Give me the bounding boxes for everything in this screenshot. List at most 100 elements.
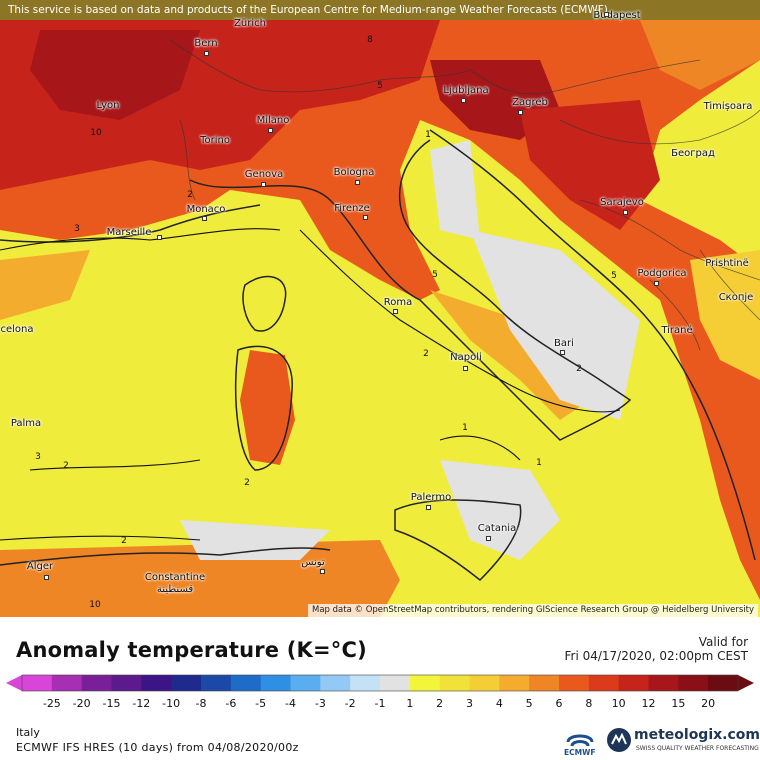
- city-label-tirane: Tiranë: [661, 325, 693, 336]
- color-scale-swatch: [141, 675, 172, 691]
- city-marker: [202, 216, 207, 221]
- valid-for-label: Valid for: [698, 635, 748, 649]
- city-label-firenze: Firenze: [334, 203, 370, 214]
- color-scale-high-arrow: [738, 675, 754, 691]
- neutral-anomaly-adriatic-south: [470, 230, 640, 420]
- contour-label: 5: [432, 270, 438, 280]
- city-marker: [44, 575, 49, 580]
- color-scale-tick-label: 6: [555, 697, 563, 710]
- color-scale-swatch: [260, 675, 291, 691]
- color-scale-swatch: [22, 675, 53, 691]
- city-marker: [157, 235, 162, 240]
- color-scale-swatch: [678, 675, 709, 691]
- color-scale-swatch: [81, 675, 112, 691]
- neutral-anomaly-tyrrhenian: [180, 520, 330, 560]
- warm-anomaly-south-italy: [430, 290, 590, 420]
- meteologix-brand[interactable]: meteologix.com: [634, 727, 760, 743]
- color-scale-tick-label: -25: [42, 697, 61, 710]
- city-marker: [204, 51, 209, 56]
- city-marker: [463, 366, 468, 371]
- anomaly-map: This service is based on data and produc…: [0, 0, 760, 617]
- city-marker: [486, 536, 491, 541]
- color-scale-bar: [6, 674, 754, 692]
- coastline-balkans: [429, 129, 756, 561]
- city-label-budapest: Budapest: [593, 10, 641, 21]
- color-scale-tick-label: 1: [406, 697, 414, 710]
- color-scale-swatch: [559, 675, 590, 691]
- warm-anomaly-spain: [0, 250, 90, 320]
- color-scale-tick-label: 15: [671, 697, 686, 710]
- contour-label: 10: [90, 128, 102, 138]
- color-scale-tick-label: 8: [585, 697, 593, 710]
- city-marker: [604, 12, 609, 17]
- city-label-beograd: Београд: [671, 148, 715, 159]
- contour-label: 5: [377, 81, 383, 91]
- banner-text: This service is based on data and produc…: [8, 4, 608, 16]
- meteologix-tagline: SWISS QUALITY WEATHER FORECASTING: [636, 745, 759, 752]
- color-scale-tick-label: -3: [314, 697, 326, 710]
- color-scale-tick-label: -1: [374, 697, 386, 710]
- contour-label: 3: [74, 224, 80, 234]
- color-scale-swatch: [201, 675, 232, 691]
- color-scale-swatch: [499, 675, 530, 691]
- city-marker: [654, 281, 659, 286]
- contour-label: 5: [611, 271, 617, 281]
- city-marker: [363, 215, 368, 220]
- color-scale-tick-label: -20: [72, 697, 91, 710]
- color-scale-tick-label: 12: [641, 697, 656, 710]
- color-scale-swatch: [380, 675, 411, 691]
- color-scale-swatch: [171, 675, 202, 691]
- warm-anomaly-sardinia: [240, 350, 295, 465]
- meteologix-logo-icon: [607, 728, 631, 752]
- valid-date: Fri 04/17/2020, 02:00pm CEST: [564, 649, 748, 663]
- color-scale-tick-label: 5: [525, 697, 533, 710]
- color-scale-tick-label: -10: [162, 697, 181, 710]
- map-attribution[interactable]: Map data © OpenStreetMap contributors, r…: [308, 604, 758, 617]
- city-marker: [261, 182, 266, 187]
- ecmwf-logo-icon: [566, 734, 594, 747]
- legend-title: Anomaly temperature (K=°C): [16, 638, 367, 662]
- city-label-pristine: Prishtinë: [705, 258, 749, 269]
- color-scale-low-arrow: [6, 675, 22, 691]
- neutral-anomaly-ionian: [440, 460, 560, 560]
- color-scale-swatch: [111, 675, 142, 691]
- color-scale-tick-label: -8: [195, 697, 207, 710]
- city-label-genova: Genova: [244, 169, 284, 180]
- color-scale-swatch: [290, 675, 321, 691]
- city-label-monaco: Monaco: [186, 204, 226, 215]
- color-scale-outline: [21, 674, 739, 692]
- city-marker: [560, 350, 565, 355]
- contour-label: 3: [35, 452, 41, 462]
- city-label-catania: Catania: [477, 523, 517, 534]
- contour-label: 2: [187, 190, 193, 200]
- color-scale-tick-label: -2: [344, 697, 356, 710]
- contour-label: 2: [63, 461, 69, 471]
- city-marker: [623, 210, 628, 215]
- contour-label: 1: [462, 423, 468, 433]
- city-label-palermo: Palermo: [410, 492, 452, 503]
- color-scale-tick-label: -12: [132, 697, 151, 710]
- color-scale-tick-label: -15: [102, 697, 121, 710]
- color-scale-swatch: [618, 675, 649, 691]
- city-label-marseille: Marseille: [106, 227, 152, 238]
- hotter-anomaly-france: [30, 30, 200, 120]
- color-scale-swatch: [588, 675, 620, 691]
- city-label-ljubljana: Ljubljana: [443, 85, 489, 96]
- color-scale-tick-label: 4: [495, 697, 503, 710]
- city-label-alger: Alger: [26, 561, 54, 572]
- coastline-north-africa: [0, 547, 331, 566]
- color-scale-swatch: [320, 675, 351, 691]
- region-label: Italy: [16, 726, 40, 739]
- color-scale-swatch: [409, 675, 441, 691]
- color-scale-tick-label: -5: [255, 697, 267, 710]
- color-scale-swatch: [648, 675, 679, 691]
- city-label-skopje: Скопје: [718, 292, 754, 303]
- ecmwf-banner: This service is based on data and produc…: [0, 0, 760, 20]
- map-canvas: [0, 0, 760, 617]
- contour-label: 2: [423, 349, 429, 359]
- color-scale-swatch: [529, 675, 560, 691]
- city-label-bologna: Bologna: [333, 167, 375, 178]
- color-scale-swatch: [51, 675, 83, 691]
- city-label-bari: Bari: [554, 338, 574, 349]
- coastline-italy: [189, 139, 632, 441]
